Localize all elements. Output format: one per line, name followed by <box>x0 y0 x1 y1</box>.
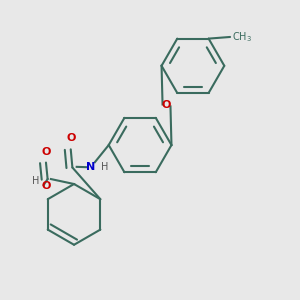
Text: CH$_3$: CH$_3$ <box>232 30 252 44</box>
Text: O: O <box>41 147 51 157</box>
Text: H: H <box>32 176 39 186</box>
Text: O: O <box>41 181 51 191</box>
Text: O: O <box>162 100 171 110</box>
Text: O: O <box>66 134 75 143</box>
Text: N: N <box>86 161 95 172</box>
Text: H: H <box>101 161 109 172</box>
